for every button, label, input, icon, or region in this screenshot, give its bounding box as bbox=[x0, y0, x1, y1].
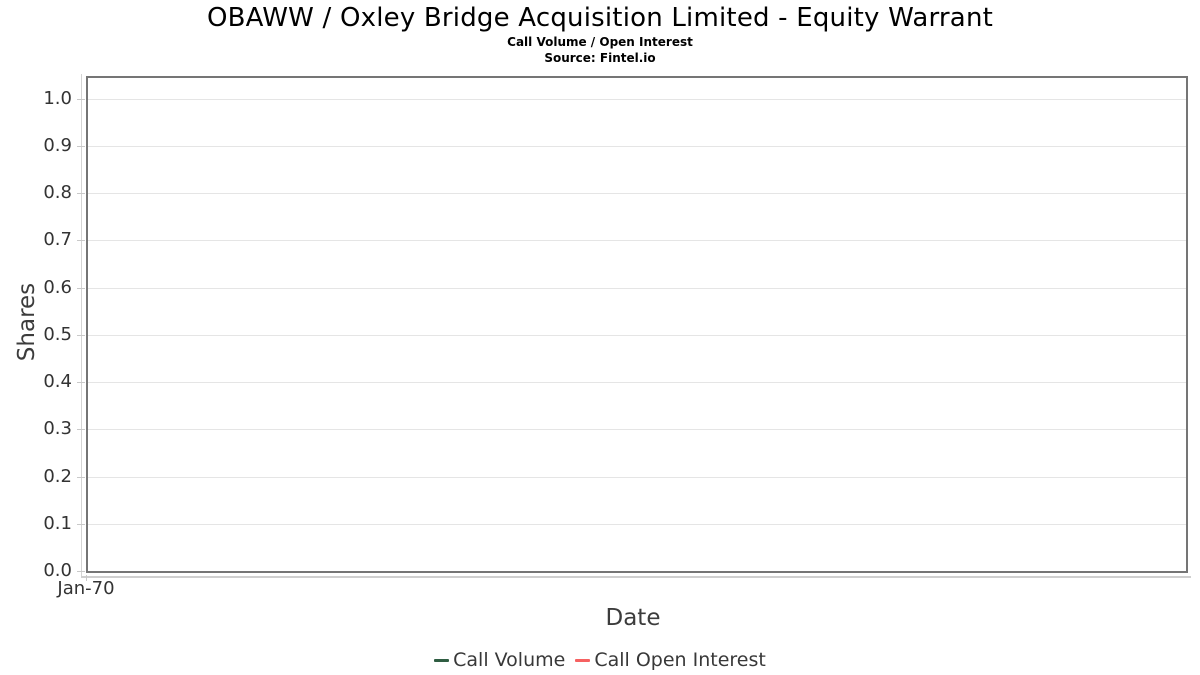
gridline bbox=[88, 523, 1186, 525]
y-tick-label: 0.9 bbox=[43, 135, 72, 156]
y-tick-mark bbox=[77, 193, 85, 195]
y-tick-label: 0.4 bbox=[43, 371, 72, 393]
y-axis-line bbox=[81, 74, 82, 578]
y-tick-label: 0.6 bbox=[43, 276, 72, 298]
y-tick-label: 0.8 bbox=[43, 182, 72, 204]
y-tick-label: 0.2 bbox=[43, 465, 72, 487]
chart-subtitle: Call Volume / Open Interest bbox=[507, 35, 693, 49]
x-tick-label: Jan-70 bbox=[57, 578, 115, 599]
y-tick-mark bbox=[77, 240, 85, 242]
legend-item[interactable]: Call Open Interest bbox=[575, 649, 766, 671]
gridline bbox=[88, 146, 1186, 147]
y-tick-mark bbox=[77, 146, 85, 147]
y-tick-mark bbox=[77, 571, 85, 572]
x-tick-mark bbox=[86, 575, 87, 581]
legend-line-marker bbox=[434, 658, 450, 662]
legend-label: Call Open Interest bbox=[594, 649, 766, 671]
gridline bbox=[88, 240, 1186, 242]
y-tick-mark bbox=[77, 523, 85, 525]
plot-area bbox=[86, 76, 1188, 573]
legend-item[interactable]: Call Volume bbox=[434, 649, 565, 671]
y-tick-mark bbox=[77, 287, 85, 289]
x-axis-title: Date bbox=[605, 605, 661, 631]
y-tick-label: 1.0 bbox=[43, 87, 72, 109]
gridline bbox=[88, 287, 1186, 289]
legend: Call Volume Call Open Interest bbox=[0, 646, 1200, 674]
y-tick-label: 0.5 bbox=[43, 323, 72, 345]
chart-title: OBAWW / Oxley Bridge Acquisition Limited… bbox=[206, 3, 994, 33]
x-axis-line bbox=[81, 576, 1191, 578]
gridline bbox=[88, 429, 1186, 431]
chart-source: Source: Fintel.io bbox=[544, 51, 656, 65]
gridline bbox=[88, 476, 1186, 478]
y-tick-mark bbox=[77, 382, 85, 384]
y-tick-label: 0.7 bbox=[43, 229, 72, 251]
gridline bbox=[88, 98, 1186, 100]
gridline bbox=[88, 382, 1186, 384]
gridline bbox=[88, 334, 1186, 336]
legend-label: Call Volume bbox=[453, 649, 566, 671]
y-tick-label: 0.1 bbox=[43, 512, 72, 534]
gridline bbox=[88, 193, 1186, 195]
legend-line-marker bbox=[575, 658, 591, 662]
y-tick-mark bbox=[77, 429, 85, 431]
y-tick-mark bbox=[77, 476, 85, 478]
y-tick-mark bbox=[77, 98, 85, 100]
y-tick-label: 0.3 bbox=[43, 418, 72, 440]
y-tick-mark bbox=[77, 334, 85, 336]
y-tick-label: 0.0 bbox=[43, 560, 72, 581]
